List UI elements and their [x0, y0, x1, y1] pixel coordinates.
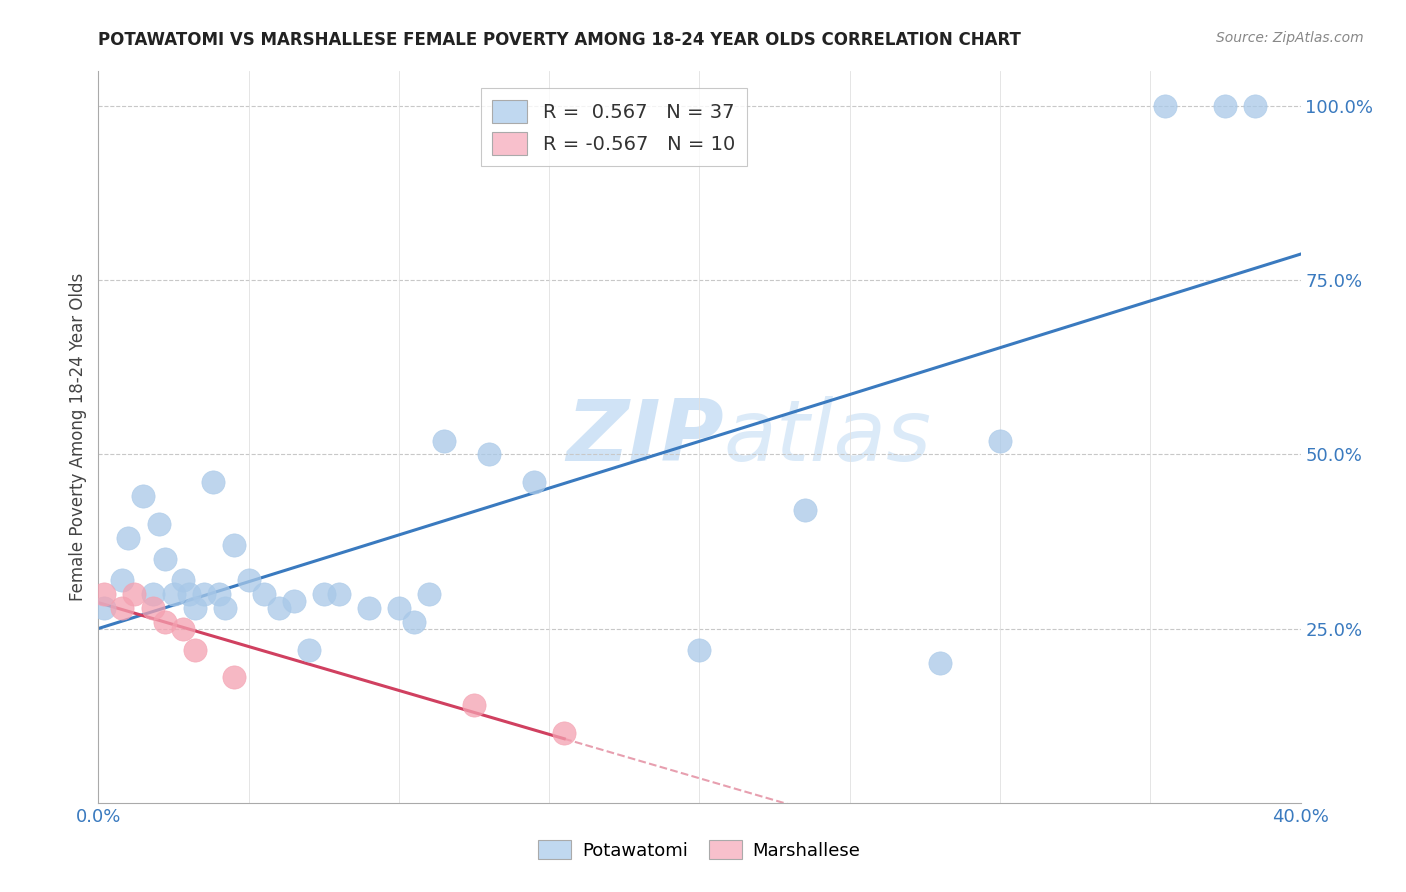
Point: [553, 726, 575, 740]
Point: [183, 600, 205, 615]
Point: [222, 670, 245, 684]
Legend: Potawatomi, Marshallese: Potawatomi, Marshallese: [531, 833, 868, 867]
Point: [124, 587, 146, 601]
Point: [1215, 99, 1237, 113]
Point: [93, 587, 115, 601]
Point: [433, 434, 456, 448]
Point: [193, 587, 215, 601]
Point: [208, 587, 231, 601]
Point: [267, 600, 290, 615]
Point: [172, 573, 194, 587]
Point: [222, 538, 245, 552]
Point: [153, 552, 176, 566]
Point: [201, 475, 224, 490]
Point: [402, 615, 425, 629]
Point: [183, 642, 205, 657]
Point: [328, 587, 350, 601]
Text: Source: ZipAtlas.com: Source: ZipAtlas.com: [1216, 31, 1364, 45]
Point: [478, 448, 501, 462]
Point: [111, 573, 134, 587]
Point: [283, 594, 305, 608]
Point: [463, 698, 485, 713]
Point: [988, 434, 1011, 448]
Point: [929, 657, 952, 671]
Point: [418, 587, 440, 601]
Y-axis label: Female Poverty Among 18-24 Year Olds: Female Poverty Among 18-24 Year Olds: [69, 273, 87, 601]
Point: [111, 600, 134, 615]
Text: atlas: atlas: [724, 395, 932, 479]
Point: [93, 600, 115, 615]
Point: [1244, 99, 1267, 113]
Point: [148, 517, 170, 532]
Point: [523, 475, 546, 490]
Point: [153, 615, 176, 629]
Point: [117, 531, 139, 545]
Point: [1154, 99, 1177, 113]
Point: [141, 587, 163, 601]
Point: [177, 587, 200, 601]
Point: [689, 642, 711, 657]
Point: [388, 600, 411, 615]
Point: [253, 587, 276, 601]
Text: ZIP: ZIP: [565, 395, 724, 479]
Point: [141, 600, 163, 615]
Point: [357, 600, 380, 615]
Point: [162, 587, 184, 601]
Point: [132, 489, 155, 503]
Point: [298, 642, 321, 657]
Point: [214, 600, 236, 615]
Text: POTAWATOMI VS MARSHALLESE FEMALE POVERTY AMONG 18-24 YEAR OLDS CORRELATION CHART: POTAWATOMI VS MARSHALLESE FEMALE POVERTY…: [98, 31, 1021, 49]
Point: [793, 503, 815, 517]
Point: [238, 573, 260, 587]
Point: [312, 587, 335, 601]
Point: [172, 622, 194, 636]
